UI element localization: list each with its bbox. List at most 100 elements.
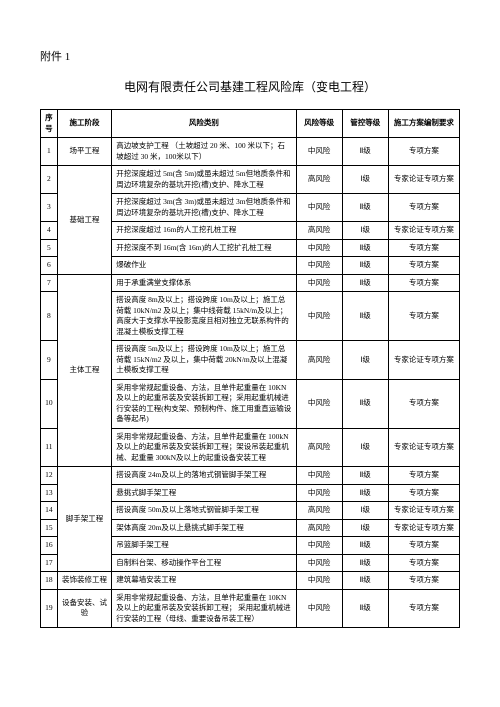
cell-risk: 中风险 (296, 537, 342, 555)
page-title: 电网有限责任公司基建工程风险库（变电工程） (40, 78, 460, 95)
cell-stage: 基础工程 (57, 166, 111, 275)
cell-ctrl: Ⅰ级 (342, 502, 388, 520)
cell-cat: 爆破作业 (112, 257, 296, 275)
table-header-row: 序号 施工阶段 风险类别 风险等级 管控等级 施工方案编制要求 (41, 110, 460, 138)
cell-cat: 采用非常规起重设备、方法，且单件起重量在 10KN及以上的起重吊装及安装拆卸工程… (112, 589, 296, 628)
cell-plan: 专项方案 (388, 554, 459, 572)
cell-plan: 专家论证专项方案 (388, 519, 459, 537)
hdr-ctrl: 管控等级 (342, 110, 388, 138)
cell-ctrl: Ⅱ级 (342, 554, 388, 572)
cell-ctrl: Ⅱ级 (342, 484, 388, 502)
cell-seq: 6 (41, 257, 58, 275)
cell-ctrl: Ⅱ级 (342, 589, 388, 628)
cell-ctrl: Ⅱ级 (342, 292, 388, 341)
cell-plan: 专家论证专项方案 (388, 166, 459, 194)
cell-seq: 4 (41, 222, 58, 240)
cell-plan: 专项方案 (388, 257, 459, 275)
table-row: 12 脚手架工程 搭设高度 24m及以上的落地式钢管脚手架工程 中风险 Ⅱ级 专… (41, 467, 460, 485)
attachment-label: 附件 1 (40, 48, 460, 64)
cell-seq: 18 (41, 572, 58, 590)
cell-risk: 高风险 (296, 502, 342, 520)
cell-stage: 装饰装修工程 (57, 572, 111, 590)
table-row: 7 主体工程 用于承重满堂支撑体系 中风险 Ⅱ级 专项方案 (41, 274, 460, 292)
cell-risk: 中风险 (296, 589, 342, 628)
cell-plan: 专项方案 (388, 194, 459, 222)
cell-cat: 搭设高度 24m及以上的落地式钢管脚手架工程 (112, 467, 296, 485)
cell-seq: 19 (41, 589, 58, 628)
cell-cat: 悬挑式脚手架工程 (112, 484, 296, 502)
cell-ctrl: Ⅱ级 (342, 274, 388, 292)
cell-seq: 8 (41, 292, 58, 341)
cell-cat: 建筑幕墙安装工程 (112, 572, 296, 590)
cell-risk: 中风险 (296, 138, 342, 166)
cell-ctrl: Ⅱ级 (342, 138, 388, 166)
cell-plan: 专项方案 (388, 239, 459, 257)
cell-plan: 专项方案 (388, 572, 459, 590)
cell-cat: 搭设高度 5m及以上；搭设跨度 10m及以上；施工总荷载 15kN/m2 及以上… (112, 341, 296, 380)
cell-ctrl: Ⅰ级 (342, 166, 388, 194)
cell-plan: 专项方案 (388, 537, 459, 555)
cell-seq: 11 (41, 428, 58, 467)
cell-seq: 9 (41, 341, 58, 380)
cell-risk: 中风险 (296, 194, 342, 222)
cell-risk: 中风险 (296, 239, 342, 257)
cell-plan: 专项方案 (388, 138, 459, 166)
cell-risk: 中风险 (296, 379, 342, 428)
cell-ctrl: Ⅰ级 (342, 341, 388, 380)
cell-stage: 场平工程 (57, 138, 111, 166)
cell-risk: 高风险 (296, 166, 342, 194)
cell-seq: 5 (41, 239, 58, 257)
cell-cat: 用于承重满堂支撑体系 (112, 274, 296, 292)
cell-seq: 7 (41, 274, 58, 292)
cell-plan: 专项方案 (388, 589, 459, 628)
cell-plan: 专项方案 (388, 484, 459, 502)
cell-cat: 开挖深度超过 3m(含 3m)或虽未超过 3m但地质条件和周边环境复杂的基坑开挖… (112, 194, 296, 222)
hdr-seq: 序号 (41, 110, 58, 138)
cell-cat: 架体高度 20m及以上悬挑式脚手架工程 (112, 519, 296, 537)
hdr-cat: 风险类别 (112, 110, 296, 138)
cell-risk: 中风险 (296, 484, 342, 502)
cell-stage: 设备安装、试验 (57, 589, 111, 628)
hdr-stage: 施工阶段 (57, 110, 111, 138)
cell-cat: 吊篮脚手架工程 (112, 537, 296, 555)
cell-plan: 专家论证专项方案 (388, 428, 459, 467)
cell-seq: 2 (41, 166, 58, 194)
cell-risk: 高风险 (296, 519, 342, 537)
cell-cat: 采用非常规起重设备、方法，且单件起重量在 100kN及以上的起重吊装及安装拆卸工… (112, 428, 296, 467)
cell-plan: 专项方案 (388, 274, 459, 292)
cell-risk: 中风险 (296, 274, 342, 292)
cell-plan: 专家论证专项方案 (388, 502, 459, 520)
cell-ctrl: Ⅰ级 (342, 428, 388, 467)
cell-seq: 16 (41, 537, 58, 555)
cell-cat: 搭设高度 8m及以上；搭设跨度 10m及以上；施工总荷载 10kN/m2 及以上… (112, 292, 296, 341)
cell-plan: 专家论证专项方案 (388, 222, 459, 240)
cell-risk: 高风险 (296, 222, 342, 240)
cell-seq: 12 (41, 467, 58, 485)
cell-risk: 中风险 (296, 467, 342, 485)
cell-ctrl: Ⅱ级 (342, 537, 388, 555)
cell-ctrl: Ⅱ级 (342, 379, 388, 428)
cell-cat: 采用非常规起重设备、方法，且单件起重量在 10KN及以上的起重吊装及安装拆卸工程… (112, 379, 296, 428)
cell-cat: 搭设高度 50m及以上落地式钢管脚手架工程 (112, 502, 296, 520)
cell-seq: 13 (41, 484, 58, 502)
cell-ctrl: Ⅱ级 (342, 467, 388, 485)
cell-risk: 中风险 (296, 572, 342, 590)
cell-stage: 主体工程 (57, 274, 111, 467)
cell-seq: 15 (41, 519, 58, 537)
cell-risk: 高风险 (296, 428, 342, 467)
cell-cat: 开挖深度超过 5m(含 5m)或虽未超过 5m但地质条件和周边环境复杂的基坑开挖… (112, 166, 296, 194)
cell-plan: 专项方案 (388, 467, 459, 485)
cell-seq: 3 (41, 194, 58, 222)
cell-ctrl: Ⅰ级 (342, 222, 388, 240)
risk-table: 序号 施工阶段 风险类别 风险等级 管控等级 施工方案编制要求 1 场平工程 高… (40, 109, 460, 628)
table-row: 1 场平工程 高边坡支护工程 （土坡超过 20 米、100 米以下；石坡超过 3… (41, 138, 460, 166)
cell-risk: 高风险 (296, 341, 342, 380)
cell-seq: 17 (41, 554, 58, 572)
cell-cat: 高边坡支护工程 （土坡超过 20 米、100 米以下；石坡超过 30 米，100… (112, 138, 296, 166)
cell-cat: 开挖深度不到 16m(含 16m)的人工挖扩孔桩工程 (112, 239, 296, 257)
cell-ctrl: Ⅱ级 (342, 194, 388, 222)
table-row: 19 设备安装、试验 采用非常规起重设备、方法，且单件起重量在 10KN及以上的… (41, 589, 460, 628)
cell-risk: 中风险 (296, 554, 342, 572)
cell-plan: 专项方案 (388, 379, 459, 428)
cell-stage: 脚手架工程 (57, 467, 111, 572)
